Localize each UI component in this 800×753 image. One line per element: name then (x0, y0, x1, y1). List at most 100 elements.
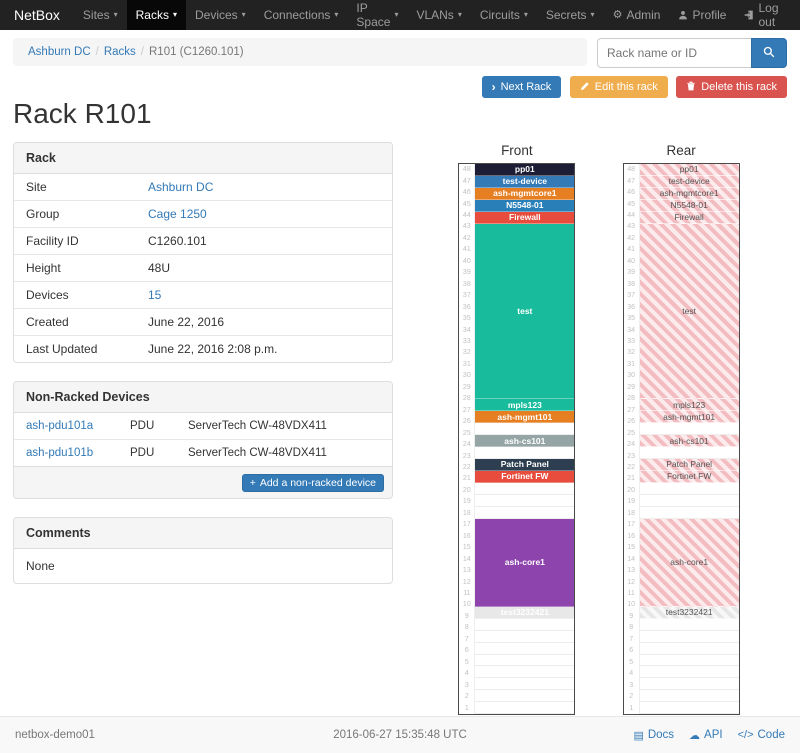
unit-number: 4 (464, 670, 469, 678)
breadcrumb-item-racks[interactable]: Racks (103, 46, 136, 58)
unit-number: 34 (462, 326, 471, 334)
rack-search-button[interactable] (751, 38, 787, 68)
unit-number: 10 (462, 601, 471, 609)
unit-number: 27 (462, 406, 471, 414)
attr-value-link[interactable]: Cage 1250 (148, 207, 207, 221)
rack-elevations: Front 48 47 46 45 44 43 42 41 40 39 38 37 36 35 34 33 32… (411, 142, 787, 715)
rack-slot-empty (475, 666, 575, 679)
rack-slot-n5548-01[interactable]: N5548-01 (639, 199, 739, 212)
rack-slot-ash-core1[interactable]: ash-core1 (475, 518, 575, 607)
rack-slot-fortinet-fw[interactable]: Fortinet FW (639, 470, 739, 483)
unit-number: 23 (462, 452, 471, 460)
front-slots: pp01 test-device ash-mgmtcore1 N5548-01 Fire… (474, 164, 575, 715)
next-rack-button[interactable]: › Next Rack (481, 76, 562, 98)
rack-slot-firewall[interactable]: Firewall (639, 211, 739, 224)
breadcrumb-row: Ashburn DC / Racks / R101 (C1260.101) (0, 30, 800, 68)
netbox-logo[interactable]: NetBox (14, 7, 60, 23)
nav-devices[interactable]: Devices ▾ (186, 0, 255, 30)
rack-slot-patch-panel[interactable]: Patch Panel (639, 458, 739, 471)
attr-label: Facility ID (26, 234, 79, 248)
non-racked-device-row: ash-pdu101a PDU ServerTech CW-48VDX411 (14, 413, 392, 439)
nav-label: Circuits (479, 8, 520, 22)
pencil-icon (580, 81, 590, 93)
rack-slot-test3232421[interactable]: test3232421 (639, 606, 739, 619)
logout-link[interactable]: Log out (735, 0, 794, 30)
rack-slot-pp01[interactable]: pp01 (639, 164, 739, 176)
unit-number: 2 (629, 693, 634, 701)
footer-link-api[interactable]: ☁ API (689, 729, 723, 742)
nav-secrets[interactable]: Secrets ▾ (537, 0, 604, 30)
rack-slot-ash-mgmtcore1[interactable]: ash-mgmtcore1 (639, 187, 739, 200)
rack-slot-ash-cs101[interactable]: ash-cs101 (475, 435, 575, 447)
admin-link[interactable]: ⚙ Admin (604, 0, 670, 30)
unit-number: 47 (627, 177, 636, 185)
rack-slot-fortinet-fw[interactable]: Fortinet FW (475, 470, 575, 483)
front-elevation: 48 47 46 45 44 43 42 41 40 39 38 37 36 35 34 33 32 31 30 29… (458, 163, 576, 715)
rack-slot-ash-mgmt101[interactable]: ash-mgmt101 (475, 411, 575, 424)
rack-slot-empty (639, 702, 739, 715)
unit-number: 5 (629, 658, 634, 666)
rack-slot-empty (639, 482, 739, 495)
rack-slot-n5548-01[interactable]: N5548-01 (475, 199, 575, 212)
rack-slot-empty (475, 423, 575, 436)
breadcrumb: Ashburn DC / Racks / R101 (C1260.101) (13, 38, 587, 66)
unit-number: 22 (627, 464, 636, 471)
rack-slot-test-device[interactable]: test-device (475, 175, 575, 188)
nav-circuits[interactable]: Circuits ▾ (471, 0, 537, 30)
rack-slot-pp01[interactable]: pp01 (475, 164, 575, 176)
footer-link-code[interactable]: </> Code (738, 729, 785, 742)
unit-number: 31 (627, 360, 636, 368)
unit-number: 20 (627, 486, 636, 494)
nav-ip-space[interactable]: IP Space ▾ (347, 0, 407, 30)
rack-slot-ash-core1[interactable]: ash-core1 (639, 518, 739, 607)
device-link-ash-pdu101a[interactable]: ash-pdu101a (26, 420, 94, 432)
rack-slot-test[interactable]: test (639, 223, 739, 400)
rack-slot-mpls123[interactable]: mpls123 (475, 399, 575, 412)
rack-slot-test3232421[interactable]: test3232421 (475, 606, 575, 619)
rack-slot-test[interactable]: test (475, 223, 575, 400)
rack-slot-ash-cs101[interactable]: ash-cs101 (639, 435, 739, 447)
unit-number: 35 (627, 315, 636, 323)
profile-label: Profile (692, 8, 727, 22)
hostname: netbox-demo01 (15, 729, 95, 741)
unit-number: 21 (462, 475, 471, 483)
unit-number: 43 (462, 223, 471, 231)
gear-icon: ⚙ (612, 8, 623, 21)
rack-slot-empty (475, 630, 575, 643)
nav-connections[interactable]: Connections ▾ (255, 0, 348, 30)
rack-slot-ash-mgmt101[interactable]: ash-mgmt101 (639, 411, 739, 424)
nav-label: VLANs (416, 8, 454, 22)
rack-slot-test-device[interactable]: test-device (639, 175, 739, 188)
breadcrumb-item-ashburn-dc[interactable]: Ashburn DC (28, 46, 91, 58)
edit-rack-label: Edit this rack (594, 81, 658, 93)
profile-link[interactable]: Profile (669, 0, 735, 30)
nav-racks[interactable]: Racks ▾ (126, 0, 186, 30)
rack-actions: › Next Rack Edit this rack Delete this r… (0, 68, 800, 98)
delete-rack-label: Delete this rack (701, 81, 777, 93)
attr-value-link[interactable]: Ashburn DC (148, 180, 214, 194)
add-non-racked-device-button[interactable]: + Add a non-racked device (241, 474, 384, 492)
edit-rack-button[interactable]: Edit this rack (569, 76, 668, 98)
delete-rack-button[interactable]: Delete this rack (676, 76, 787, 98)
unit-number: 9 (629, 612, 634, 620)
caret-down-icon: ▾ (113, 10, 118, 19)
unit-number: 16 (627, 532, 636, 540)
rack-slot-mpls123[interactable]: mpls123 (639, 399, 739, 412)
rack-slot-firewall[interactable]: Firewall (475, 211, 575, 224)
footer-link-label: API (704, 729, 723, 741)
code-icon: </> (737, 729, 754, 741)
rack-search-input[interactable] (597, 38, 751, 68)
nav-sites[interactable]: Sites ▾ (74, 0, 127, 30)
footer-links: ▤ Docs ☁ API </> Code (633, 729, 785, 742)
attr-row-devices: Devices 15 (14, 281, 392, 308)
nav-vlans[interactable]: VLANs ▾ (407, 0, 470, 30)
rack-slot-empty (639, 630, 739, 643)
attr-value-link[interactable]: 15 (148, 288, 162, 302)
unit-number: 28 (627, 395, 636, 403)
device-link-ash-pdu101b[interactable]: ash-pdu101b (26, 447, 94, 459)
footer-link-docs[interactable]: ▤ Docs (633, 729, 674, 742)
rear-title: Rear (666, 143, 696, 158)
unit-number: 37 (627, 292, 636, 300)
rack-slot-ash-mgmtcore1[interactable]: ash-mgmtcore1 (475, 187, 575, 200)
rack-slot-patch-panel[interactable]: Patch Panel (475, 458, 575, 471)
